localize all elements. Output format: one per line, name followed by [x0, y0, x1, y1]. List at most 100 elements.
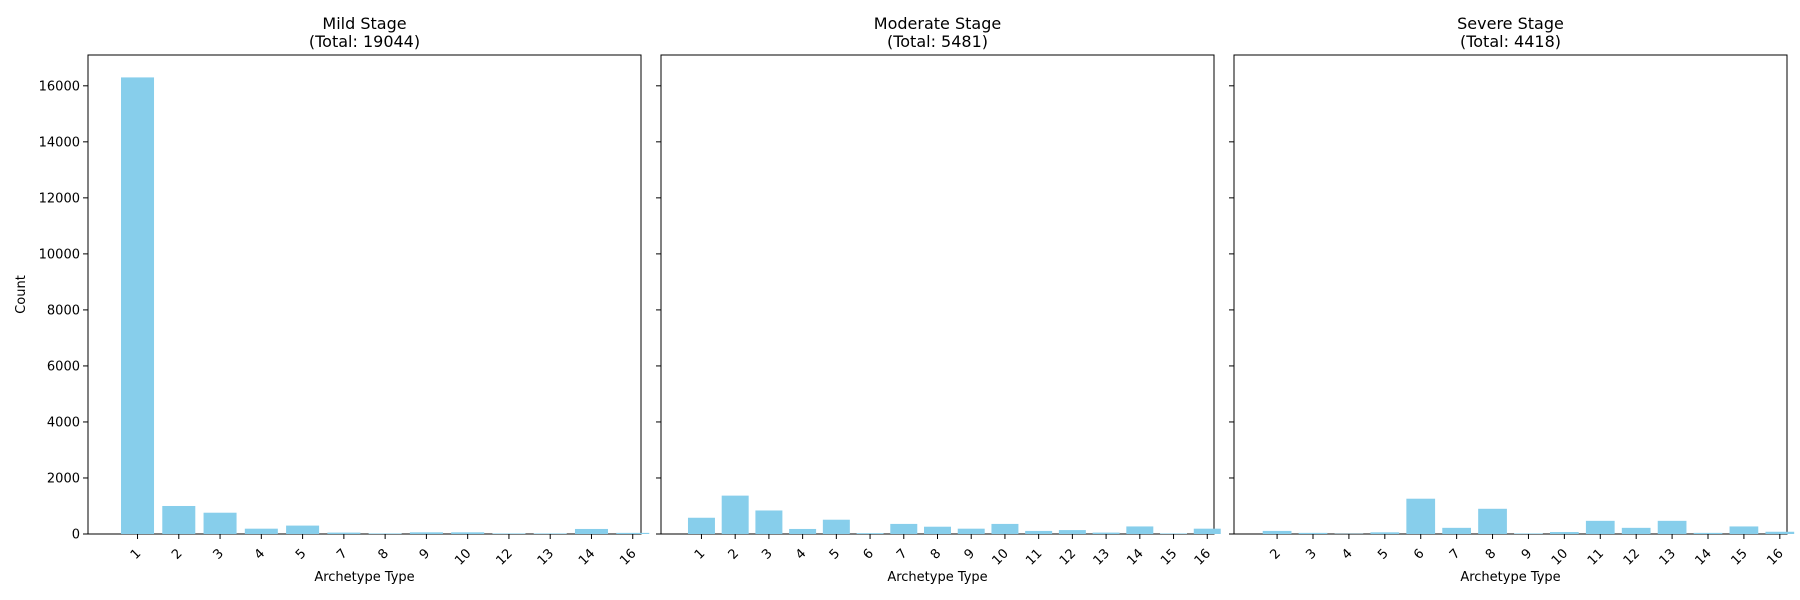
- bar-9: [1514, 533, 1543, 534]
- x-tick-label: 4: [793, 546, 809, 562]
- x-tick-label: 7: [894, 546, 910, 562]
- bar-10: [451, 532, 485, 534]
- x-tick-label: 9: [1519, 546, 1535, 562]
- x-tick-label: 13: [1657, 546, 1679, 568]
- bar-2: [162, 505, 196, 534]
- x-tick-label: 15: [1158, 546, 1180, 568]
- y-tick-label: 2000: [47, 471, 80, 486]
- chart-title-line: Mild Stage: [322, 14, 406, 33]
- x-tick-label: 11: [1023, 546, 1045, 568]
- x-tick-label: 14: [576, 546, 598, 568]
- x-tick-label: 13: [535, 546, 557, 568]
- y-tick-label: 0: [72, 528, 80, 543]
- bar-13: [1657, 520, 1687, 534]
- x-axis-label: Archetype Type: [314, 570, 414, 585]
- bar-10: [991, 523, 1019, 534]
- bar-5: [1370, 532, 1400, 534]
- x-tick-label: 12: [1057, 546, 1079, 568]
- chart-title-line: (Total: 4418): [1460, 32, 1561, 51]
- bar-2: [721, 495, 749, 534]
- y-tick-label: 6000: [47, 359, 80, 374]
- x-tick-label: 15: [1728, 546, 1750, 568]
- bar-5: [286, 525, 320, 534]
- y-tick-label: 10000: [39, 247, 80, 262]
- bar-11: [1025, 530, 1053, 534]
- bar-6: [1406, 498, 1436, 534]
- x-tick-label: 2: [169, 546, 185, 562]
- y-tick-label: 14000: [39, 135, 80, 150]
- axes-frame: [87, 54, 642, 535]
- chart-title-line: (Total: 19044): [309, 32, 420, 51]
- x-tick-label: 10: [1549, 546, 1571, 568]
- bar-1: [121, 77, 155, 534]
- bar-3: [755, 510, 783, 534]
- bar-16: [1193, 528, 1221, 534]
- bar-11: [1585, 520, 1615, 534]
- x-tick-label: 10: [989, 546, 1011, 568]
- chart-title-line: Moderate Stage: [874, 14, 1001, 33]
- x-tick-label: 14: [1124, 546, 1146, 568]
- x-tick-label: 4: [1339, 546, 1355, 562]
- x-tick-label: 8: [376, 546, 392, 562]
- bar-13: [533, 533, 567, 534]
- x-tick-label: 9: [417, 546, 433, 562]
- x-tick-label: 3: [1303, 546, 1319, 562]
- bar-15: [1160, 533, 1188, 534]
- bar-14: [1693, 532, 1723, 534]
- y-tick-label: 16000: [39, 79, 80, 94]
- chart-title-line: (Total: 5481): [887, 32, 988, 51]
- bar-6: [856, 533, 884, 534]
- x-tick-label: 14: [1693, 546, 1715, 568]
- bar-9: [409, 532, 443, 534]
- y-tick-label: 8000: [47, 303, 80, 318]
- bar-7: [1442, 527, 1471, 534]
- x-tick-label: 6: [1411, 546, 1427, 562]
- y-tick-label: 12000: [39, 191, 80, 206]
- x-tick-label: 3: [210, 546, 226, 562]
- bar-4: [789, 528, 817, 534]
- bar-9: [957, 528, 985, 534]
- x-tick-label: 16: [1192, 546, 1214, 568]
- bar-8: [924, 526, 951, 534]
- bar-10: [1550, 532, 1579, 534]
- x-tick-label: 8: [928, 546, 944, 562]
- x-tick-label: 7: [334, 546, 350, 562]
- x-tick-label: 9: [962, 546, 978, 562]
- x-tick-label: 8: [1483, 546, 1499, 562]
- x-tick-label: 16: [617, 546, 639, 568]
- x-tick-label: 5: [827, 546, 843, 562]
- x-tick-label: 10: [452, 546, 474, 568]
- x-tick-label: 13: [1091, 546, 1113, 568]
- x-tick-label: 12: [493, 546, 515, 568]
- bar-5: [822, 519, 850, 534]
- axes-frame: [1233, 54, 1788, 535]
- bar-1: [687, 517, 715, 534]
- chart-title-line: Severe Stage: [1457, 14, 1564, 33]
- bar-3: [203, 512, 237, 534]
- bar-16: [616, 532, 650, 534]
- x-axis-label: Archetype Type: [887, 570, 987, 585]
- y-axis-label: Count: [14, 275, 29, 314]
- bar-2: [1262, 530, 1292, 534]
- x-tick-label: 2: [1267, 546, 1283, 562]
- bar-3: [1298, 532, 1328, 534]
- x-tick-label: 11: [1585, 546, 1607, 568]
- x-tick-label: 7: [1447, 546, 1463, 562]
- bar-8: [368, 533, 402, 534]
- x-axis-label: Archetype Type: [1460, 570, 1560, 585]
- x-tick-label: 12: [1621, 546, 1643, 568]
- x-tick-label: 4: [252, 546, 268, 562]
- bar-12: [1621, 527, 1651, 534]
- x-tick-label: 3: [759, 546, 775, 562]
- bar-12: [1058, 530, 1086, 534]
- bar-14: [574, 528, 608, 534]
- x-tick-label: 5: [1375, 546, 1391, 562]
- bar-8: [1478, 508, 1507, 534]
- bar-4: [244, 528, 278, 534]
- bar-16: [1765, 531, 1795, 534]
- bar-15: [1729, 526, 1759, 534]
- x-tick-label: 2: [726, 546, 742, 562]
- x-tick-label: 6: [860, 546, 876, 562]
- bar-13: [1092, 532, 1120, 534]
